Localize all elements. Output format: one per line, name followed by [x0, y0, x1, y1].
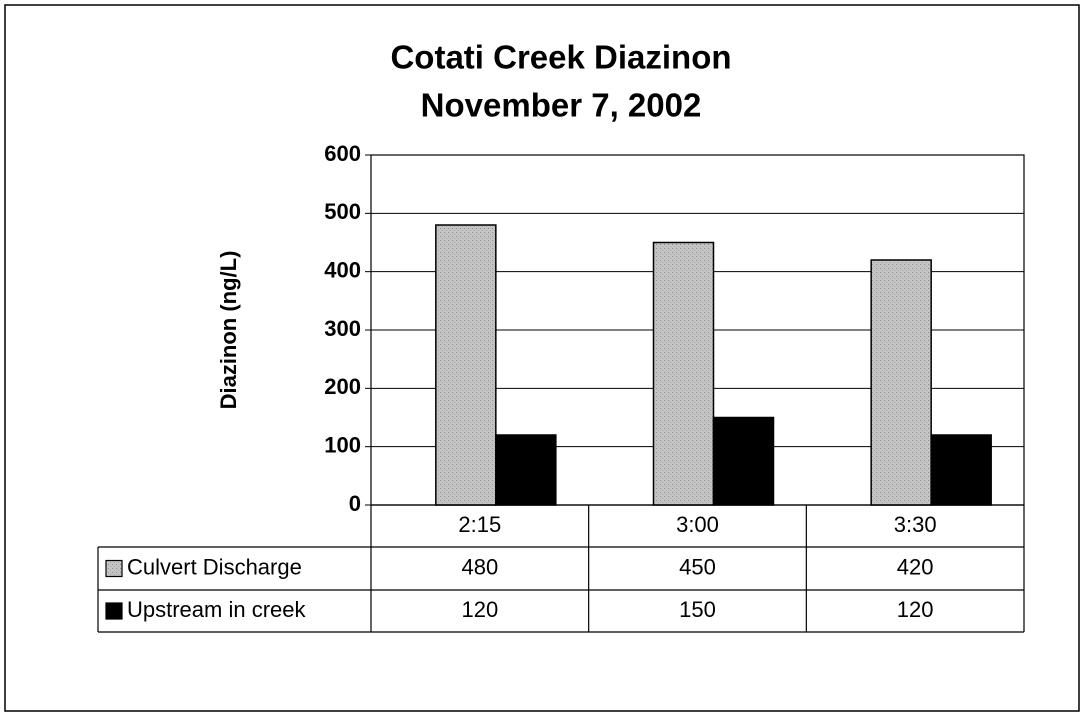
table-value: 120 [897, 597, 934, 622]
x-tick-label: 2:15 [458, 512, 501, 537]
bar [495, 434, 557, 506]
table-value: 120 [461, 597, 498, 622]
bar-texture [872, 261, 931, 504]
bar-texture [436, 226, 495, 504]
table-value: 450 [679, 554, 716, 579]
table-value: 420 [897, 554, 934, 579]
y-tick-label: 300 [324, 316, 361, 341]
legend-swatch-texture [107, 561, 121, 576]
x-tick-label: 3:00 [676, 512, 719, 537]
chart-subtitle: November 7, 2002 [421, 87, 702, 124]
table-value: 150 [679, 597, 716, 622]
chart-title: Cotati Creek Diazinon [390, 39, 731, 76]
bar [712, 416, 775, 506]
y-tick-label: 0 [349, 491, 361, 516]
y-tick-label: 600 [324, 141, 361, 166]
x-tick-label: 3:30 [894, 512, 937, 537]
y-tick-label: 200 [324, 374, 361, 399]
legend-label: Culvert Discharge [127, 554, 302, 579]
y-tick-label: 100 [324, 432, 361, 457]
legend-swatch [105, 602, 123, 620]
y-tick-label: 400 [324, 257, 361, 282]
table-value: 480 [461, 554, 498, 579]
bar-texture [654, 243, 713, 504]
y-axis-label: Diazinon (ng/L) [216, 251, 241, 410]
bar [930, 434, 992, 506]
legend-label: Upstream in creek [127, 597, 307, 622]
y-tick-label: 500 [324, 199, 361, 224]
